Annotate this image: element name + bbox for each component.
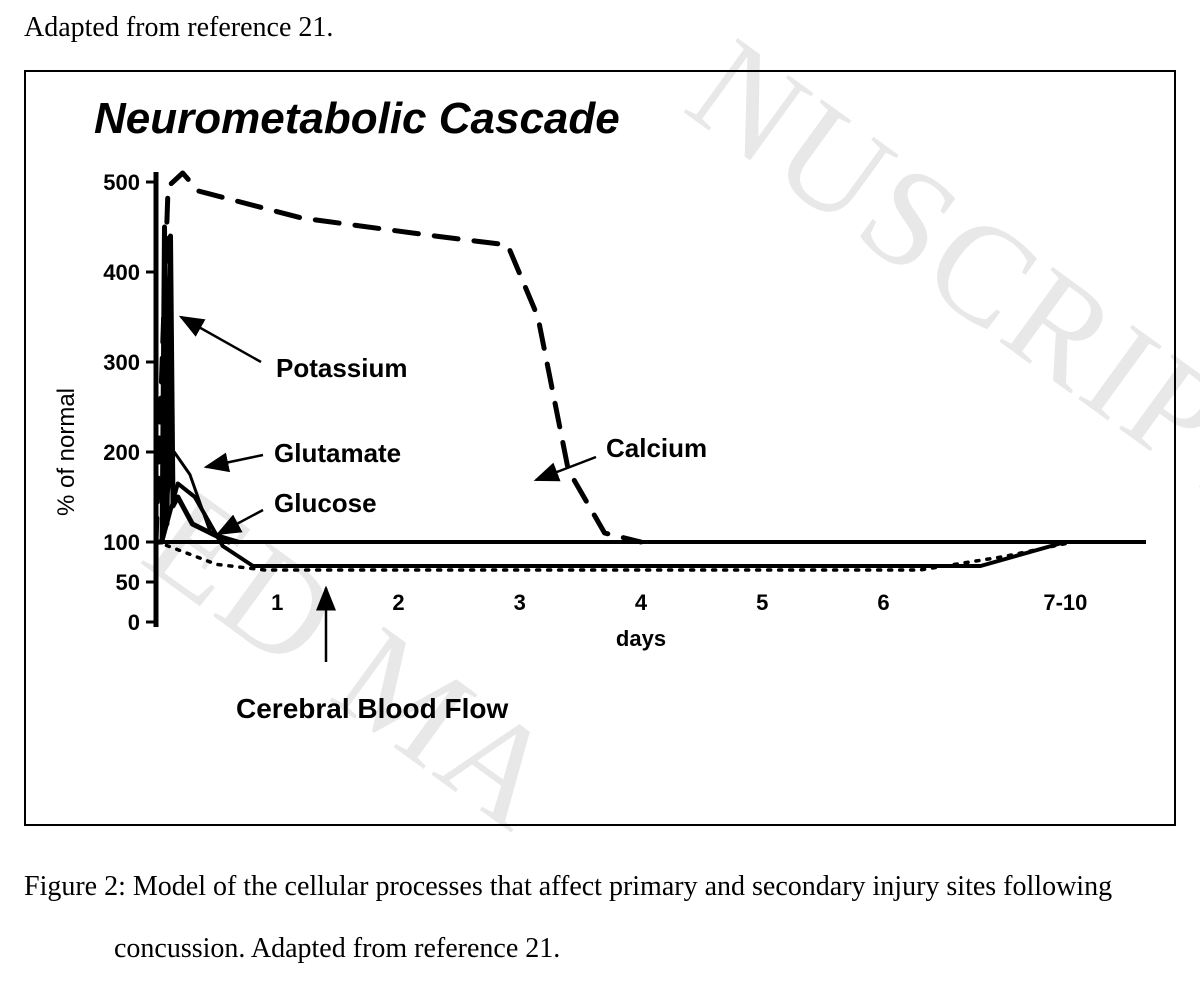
x-tick-label: 3 xyxy=(514,590,526,615)
figure-frame: Neurometabolic Cascade 0 50 100 200 300 400 50… xyxy=(24,70,1176,826)
series-label-glucose: Glucose xyxy=(274,488,377,518)
chart-title: Neurometabolic Cascade xyxy=(94,94,620,144)
pointer-glucose xyxy=(218,510,263,534)
caption-line-2: concussion. Adapted from reference 21. xyxy=(24,918,1176,980)
series-label-glutamate: Glutamate xyxy=(274,438,401,468)
series-label-potassium: Potassium xyxy=(276,353,408,383)
series-label-cbf: Cerebral Blood Flow xyxy=(236,693,508,724)
x-tick-label: 2 xyxy=(392,590,404,615)
y-tick-label: 50 xyxy=(116,570,140,595)
pointer-potassium xyxy=(181,317,261,362)
chart-svg: 0 50 100 200 300 400 500 % of normal 1 2 3 4 5 6 7-10 d… xyxy=(46,162,1156,812)
y-tick-label: 500 xyxy=(103,170,140,195)
caption-line-1: Figure 2: Model of the cellular processe… xyxy=(24,856,1176,918)
y-tick-label: 100 xyxy=(103,530,140,555)
x-tick-label: 1 xyxy=(271,590,283,615)
y-tick-label: 400 xyxy=(103,260,140,285)
x-tick-label: 6 xyxy=(877,590,889,615)
y-tick-label: 300 xyxy=(103,350,140,375)
y-axis-label: % of normal xyxy=(53,388,80,516)
y-tick-label: 200 xyxy=(103,440,140,465)
y-tick-label: 0 xyxy=(128,610,140,635)
x-axis-label: days xyxy=(616,626,666,651)
figure-caption: Figure 2: Model of the cellular processe… xyxy=(24,856,1176,979)
x-tick-label: 5 xyxy=(756,590,768,615)
x-tick-label: 4 xyxy=(635,590,648,615)
pointer-glutamate xyxy=(206,455,263,467)
x-tick-label: 7-10 xyxy=(1043,590,1087,615)
series-label-calcium: Calcium xyxy=(606,433,707,463)
top-attribution-text: Adapted from reference 21. xyxy=(24,12,333,44)
